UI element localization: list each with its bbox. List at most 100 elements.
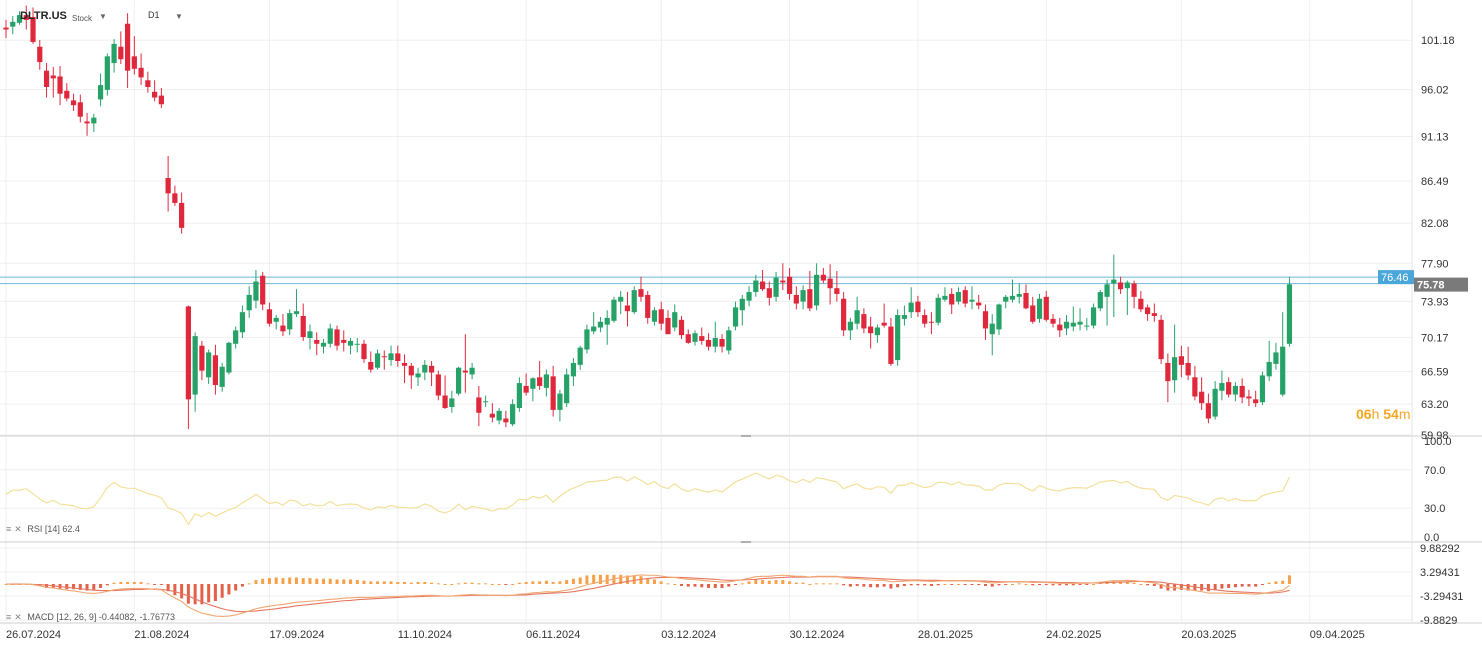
- candle[interactable]: [746, 286, 752, 307]
- candle[interactable]: [347, 338, 354, 355]
- candle[interactable]: [726, 326, 732, 355]
- candle[interactable]: [766, 281, 772, 306]
- candle[interactable]: [597, 316, 604, 333]
- candle[interactable]: [314, 332, 320, 356]
- candle[interactable]: [692, 330, 698, 346]
- candle[interactable]: [1246, 389, 1252, 407]
- candle[interactable]: [1090, 303, 1097, 329]
- candle[interactable]: [266, 302, 273, 327]
- candle[interactable]: [874, 324, 880, 343]
- candle[interactable]: [388, 345, 394, 366]
- candle[interactable]: [1117, 276, 1124, 294]
- candle[interactable]: [584, 324, 590, 354]
- macd-close-icon[interactable]: ✕: [14, 612, 22, 622]
- candle[interactable]: [678, 315, 685, 339]
- candle[interactable]: [206, 349, 212, 385]
- candle[interactable]: [922, 309, 928, 328]
- candle[interactable]: [287, 309, 293, 336]
- candle[interactable]: [712, 321, 718, 353]
- candle[interactable]: [131, 36, 137, 75]
- candle[interactable]: [949, 288, 955, 315]
- candle[interactable]: [1124, 280, 1130, 316]
- candle[interactable]: [1151, 303, 1157, 322]
- candle[interactable]: [739, 294, 745, 326]
- candle[interactable]: [962, 286, 968, 308]
- candle[interactable]: [753, 274, 759, 297]
- candle[interactable]: [3, 19, 9, 39]
- candle[interactable]: [685, 329, 691, 344]
- candle[interactable]: [705, 333, 712, 351]
- candle[interactable]: [638, 276, 644, 302]
- candle[interactable]: [624, 292, 631, 327]
- candle[interactable]: [111, 39, 117, 73]
- candle[interactable]: [233, 326, 239, 349]
- candle[interactable]: [1084, 317, 1090, 331]
- timeframe-dropdown-icon[interactable]: ▼: [175, 12, 183, 21]
- candle[interactable]: [807, 270, 813, 312]
- rsi-legend[interactable]: ≡ ✕ RSI [14] 62.4: [6, 524, 80, 535]
- candle[interactable]: [1023, 284, 1029, 310]
- candle[interactable]: [1178, 345, 1184, 378]
- candle[interactable]: [415, 367, 421, 386]
- candle[interactable]: [1131, 280, 1137, 309]
- candle[interactable]: [827, 264, 833, 305]
- candle[interactable]: [422, 360, 428, 381]
- candle[interactable]: [1111, 254, 1117, 317]
- candle[interactable]: [395, 345, 401, 367]
- candle[interactable]: [523, 373, 529, 396]
- candle[interactable]: [841, 292, 847, 337]
- candle[interactable]: [1016, 283, 1022, 304]
- candle[interactable]: [1253, 390, 1259, 408]
- candle[interactable]: [1063, 315, 1070, 336]
- candle[interactable]: [658, 301, 664, 331]
- candle[interactable]: [165, 155, 171, 212]
- candle[interactable]: [489, 403, 495, 423]
- candle[interactable]: [955, 287, 962, 305]
- candle[interactable]: [1158, 315, 1164, 364]
- candle[interactable]: [37, 40, 43, 70]
- candle[interactable]: [928, 312, 935, 335]
- candle[interactable]: [732, 301, 739, 331]
- candle[interactable]: [145, 71, 151, 93]
- panel-resize-handle[interactable]: [741, 435, 751, 437]
- candle[interactable]: [1077, 308, 1083, 331]
- candle[interactable]: [1205, 393, 1211, 424]
- macd-signal-line[interactable]: [6, 576, 1290, 613]
- candle[interactable]: [557, 389, 563, 422]
- candle[interactable]: [989, 314, 995, 356]
- candle[interactable]: [631, 286, 637, 315]
- candle[interactable]: [1212, 381, 1218, 420]
- candle[interactable]: [84, 112, 90, 136]
- candle[interactable]: [942, 287, 948, 302]
- candle[interactable]: [1165, 353, 1171, 403]
- candle[interactable]: [773, 271, 779, 302]
- candle[interactable]: [428, 361, 435, 386]
- candle[interactable]: [530, 377, 536, 402]
- candle[interactable]: [50, 66, 56, 98]
- candle[interactable]: [510, 399, 516, 427]
- candle[interactable]: [820, 268, 826, 284]
- candle[interactable]: [1097, 290, 1103, 312]
- candle[interactable]: [401, 354, 408, 384]
- candle[interactable]: [57, 65, 63, 106]
- candle[interactable]: [320, 338, 327, 354]
- candle[interactable]: [476, 385, 482, 427]
- candle[interactable]: [503, 410, 509, 428]
- candle[interactable]: [253, 270, 259, 309]
- candle[interactable]: [30, 7, 36, 44]
- candle[interactable]: [435, 370, 441, 401]
- symbol-label[interactable]: DLTR.US: [20, 10, 67, 22]
- candle[interactable]: [935, 293, 941, 326]
- candle[interactable]: [1050, 314, 1056, 328]
- candle[interactable]: [888, 317, 894, 366]
- candle[interactable]: [408, 362, 414, 389]
- candle[interactable]: [591, 312, 597, 335]
- candle[interactable]: [537, 361, 543, 390]
- candle[interactable]: [293, 289, 300, 317]
- candle[interactable]: [334, 325, 340, 351]
- candle[interactable]: [814, 263, 820, 311]
- candle[interactable]: [1273, 342, 1279, 370]
- candle[interactable]: [996, 303, 1002, 336]
- candle[interactable]: [192, 332, 198, 412]
- candle[interactable]: [577, 345, 583, 370]
